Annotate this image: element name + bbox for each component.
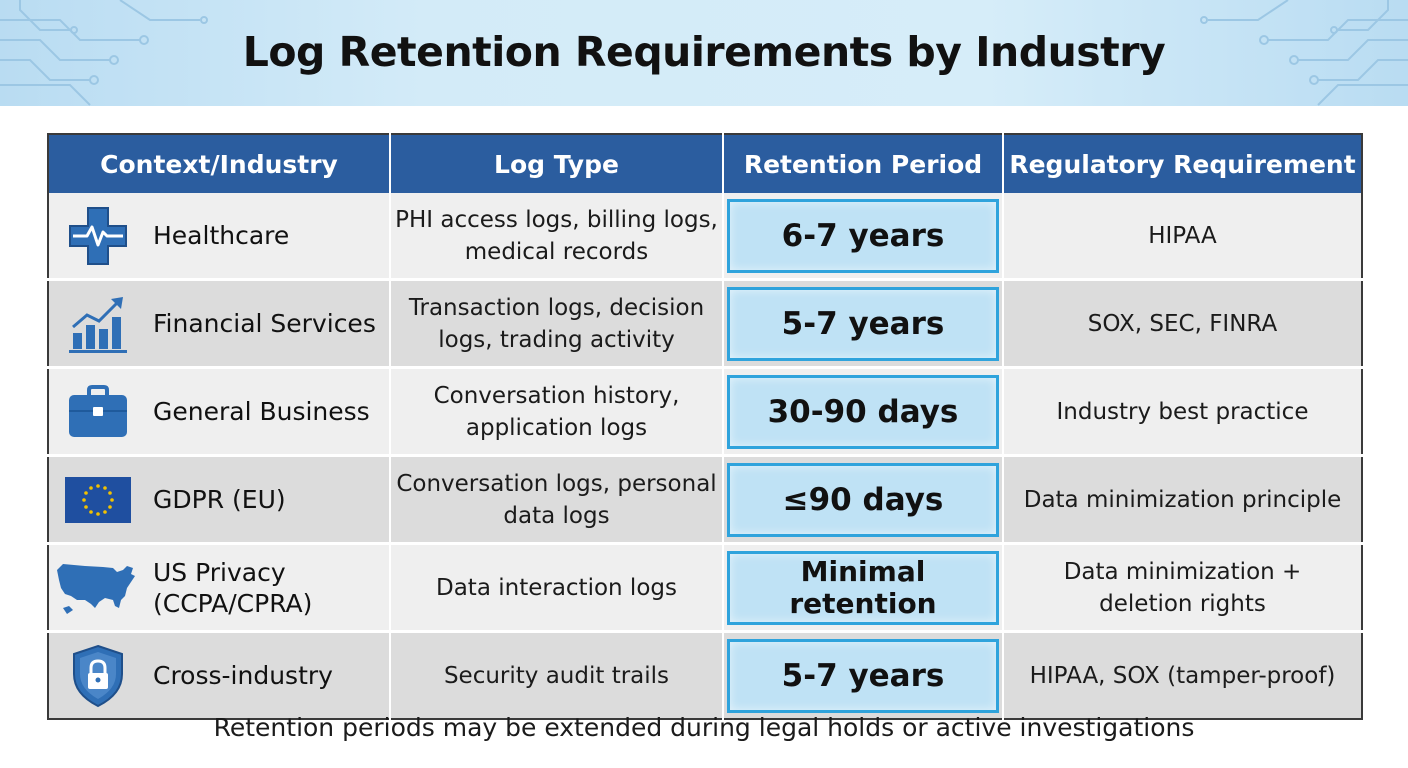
log-type-cell: Conversation logs, personal data logs — [390, 455, 724, 545]
log-type-cell: Data interaction logs — [390, 543, 724, 633]
growth-chart-icon — [65, 293, 131, 355]
retention-period: 6-7 years — [727, 198, 999, 273]
table-row: GDPR (EU) Conversation logs, personal da… — [48, 455, 1362, 545]
title-banner: Log Retention Requirements by Industry — [0, 0, 1408, 106]
log-type-cell: Security audit trails — [390, 631, 724, 719]
retention-cell: 30-90 days — [723, 367, 1004, 457]
page-title: Log Retention Requirements by Industry — [242, 28, 1166, 76]
table-row: Financial Services Transaction logs, dec… — [48, 279, 1362, 369]
retention-period: 30-90 days — [727, 374, 999, 449]
retention-cell: Minimal retention — [723, 543, 1004, 633]
column-header-industry: Context/Industry — [48, 134, 391, 193]
eu-flag-icon — [65, 469, 131, 531]
retention-table: Context/Industry Log Type Retention Peri… — [47, 133, 1363, 720]
medical-cross-icon — [65, 205, 131, 267]
industry-label: Cross-industry — [153, 661, 333, 690]
requirement-cell: HIPAA — [1003, 193, 1362, 281]
retention-cell: 5-7 years — [723, 631, 1004, 719]
industry-cell: Healthcare — [48, 193, 391, 281]
requirement-cell: HIPAA, SOX (tamper-proof) — [1003, 631, 1362, 719]
retention-cell: ≤90 days — [723, 455, 1004, 545]
log-type-cell: Conversation history, application logs — [390, 367, 724, 457]
industry-cell: General Business — [48, 367, 391, 457]
table-row: Healthcare PHI access logs, billing logs… — [48, 193, 1362, 281]
industry-cell: US Privacy (CCPA/CPRA) — [48, 543, 391, 633]
industry-cell: GDPR (EU) — [48, 455, 391, 545]
retention-cell: 6-7 years — [723, 193, 1004, 281]
log-type-cell: Transaction logs, decision logs, trading… — [390, 279, 724, 369]
industry-label: GDPR (EU) — [153, 485, 286, 514]
table-row: US Privacy (CCPA/CPRA) Data interaction … — [48, 543, 1362, 633]
circuit-pattern-left — [0, 0, 208, 106]
industry-label: Financial Services — [153, 309, 376, 338]
column-header-log-type: Log Type — [390, 134, 724, 193]
retention-period: 5-7 years — [727, 638, 999, 713]
column-header-requirement: Regulatory Requirement — [1003, 134, 1362, 193]
table-header-row: Context/Industry Log Type Retention Peri… — [48, 134, 1362, 193]
circuit-pattern-right — [1200, 0, 1408, 106]
requirement-cell: Data minimization + deletion rights — [1003, 543, 1362, 633]
log-type-cell: PHI access logs, billing logs, medical r… — [390, 193, 724, 281]
retention-period: ≤90 days — [727, 462, 999, 537]
industry-label: General Business — [153, 397, 370, 426]
industry-label: US Privacy (CCPA/CPRA) — [153, 557, 313, 618]
table-row: General Business Conversation history, a… — [48, 367, 1362, 457]
industry-cell: Financial Services — [48, 279, 391, 369]
requirement-cell: Industry best practice — [1003, 367, 1362, 457]
industry-label: Healthcare — [153, 221, 290, 250]
requirement-cell: SOX, SEC, FINRA — [1003, 279, 1362, 369]
retention-period: Minimal retention — [727, 550, 999, 625]
retention-period: 5-7 years — [727, 286, 999, 361]
briefcase-icon — [65, 381, 131, 443]
column-header-retention: Retention Period — [723, 134, 1004, 193]
industry-cell: Cross-industry — [48, 631, 391, 719]
shield-lock-icon — [65, 644, 131, 707]
requirement-cell: Data minimization principle — [1003, 455, 1362, 545]
table-row: Cross-industry Security audit trails 5-7… — [48, 631, 1362, 719]
retention-cell: 5-7 years — [723, 279, 1004, 369]
us-map-icon — [55, 557, 141, 619]
footer-note: Retention periods may be extended during… — [213, 713, 1195, 742]
